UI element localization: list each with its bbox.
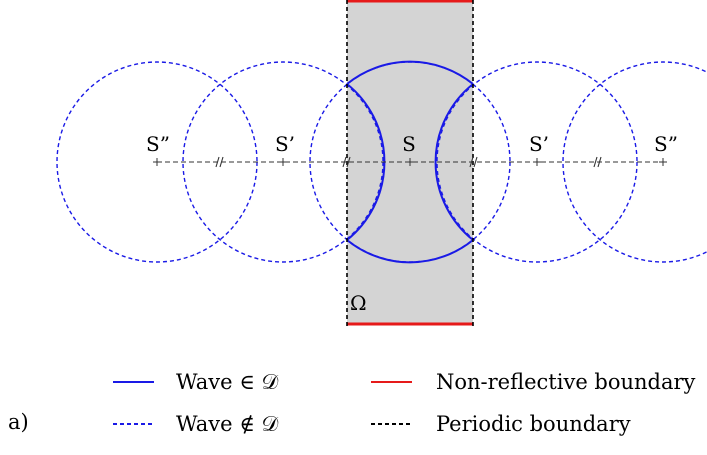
legend-label-periodic: Periodic boundary: [436, 412, 631, 436]
source-marker-s-left-2: [153, 158, 161, 166]
legend-label-wave-not-in-domain: Wave ∉ 𝒟: [176, 412, 278, 436]
source-marker-s-right-2: [659, 158, 667, 166]
legend: Wave ∈ 𝒟 Wave ∉ 𝒟 Non-reflective boundar…: [113, 370, 696, 436]
source-label-s-left-2: S”: [146, 132, 170, 156]
source-marker-s-center: [406, 158, 414, 166]
domain-label: Ω: [350, 291, 367, 315]
source-label-s-left-1: S’: [275, 132, 295, 156]
source-label-s-center: S: [402, 132, 416, 156]
legend-label-non-reflective: Non-reflective boundary: [436, 370, 696, 394]
source-markers: [153, 158, 667, 166]
source-marker-s-right-1: [533, 158, 541, 166]
legend-label-wave-in-domain: Wave ∈ 𝒟: [176, 370, 278, 394]
source-marker-s-left-1: [279, 158, 287, 166]
equal-distance-marks: [215, 156, 602, 168]
wave-circle-s-right-2: [562, 61, 707, 263]
tick-mark-4: [593, 156, 602, 168]
wave-arc-top: [346, 60, 474, 85]
tick-mark-1: [215, 156, 224, 168]
tick-mark-3: [469, 156, 478, 168]
wave-arc-right: [434, 83, 474, 241]
tick-mark-2: [342, 156, 351, 168]
source-label-s-right-2: S”: [654, 132, 678, 156]
panel-label: a): [8, 410, 29, 434]
wave-arc-bottom: [346, 239, 474, 264]
source-label-s-right-1: S’: [529, 132, 549, 156]
